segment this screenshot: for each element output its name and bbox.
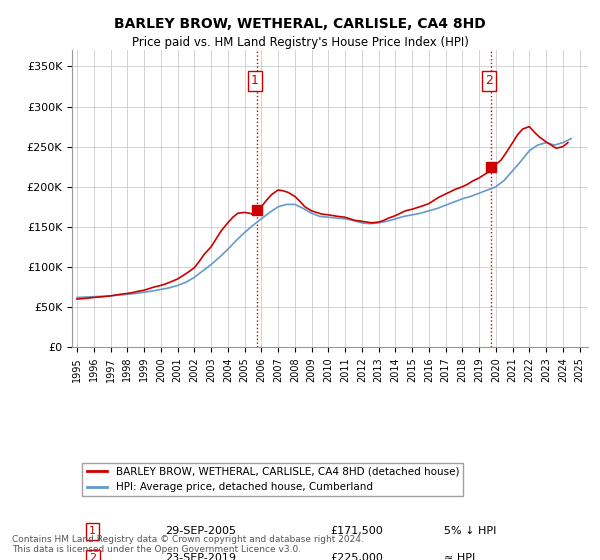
Text: 1: 1 (251, 74, 259, 87)
Text: 2: 2 (89, 553, 96, 560)
Legend: BARLEY BROW, WETHERAL, CARLISLE, CA4 8HD (detached house), HPI: Average price, d: BARLEY BROW, WETHERAL, CARLISLE, CA4 8HD… (82, 463, 463, 496)
Text: 23-SEP-2019: 23-SEP-2019 (165, 553, 236, 560)
Text: 2: 2 (485, 74, 493, 87)
Text: ≈ HPI: ≈ HPI (443, 553, 475, 560)
Text: BARLEY BROW, WETHERAL, CARLISLE, CA4 8HD: BARLEY BROW, WETHERAL, CARLISLE, CA4 8HD (114, 17, 486, 31)
Text: 5% ↓ HPI: 5% ↓ HPI (443, 526, 496, 536)
Text: 29-SEP-2005: 29-SEP-2005 (165, 526, 236, 536)
Text: £225,000: £225,000 (330, 553, 383, 560)
Text: Contains HM Land Registry data © Crown copyright and database right 2024.
This d: Contains HM Land Registry data © Crown c… (12, 535, 364, 554)
Text: Price paid vs. HM Land Registry's House Price Index (HPI): Price paid vs. HM Land Registry's House … (131, 36, 469, 49)
Text: 1: 1 (89, 526, 96, 536)
Text: £171,500: £171,500 (330, 526, 383, 536)
